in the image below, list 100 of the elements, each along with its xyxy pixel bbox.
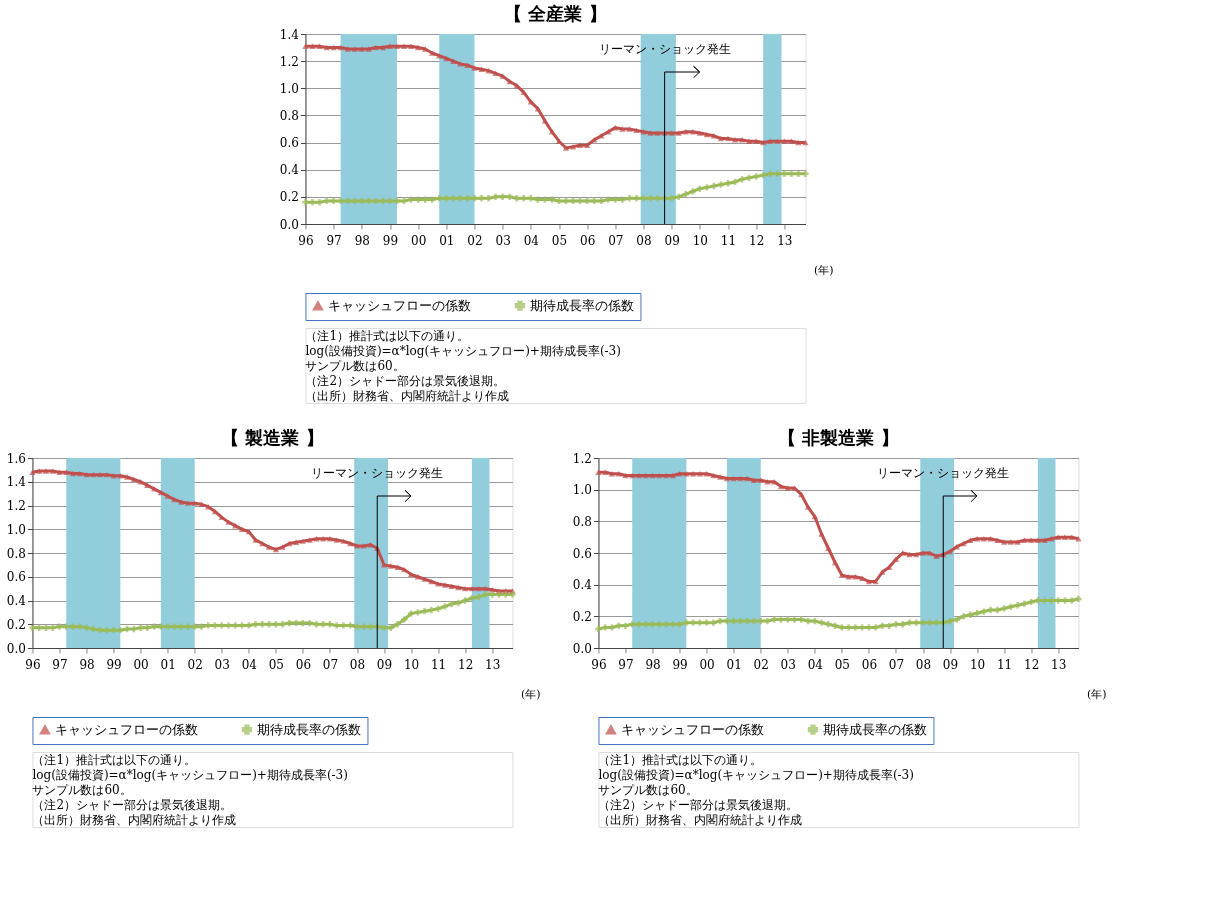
x-tick-label: 05	[834, 657, 850, 672]
text: log(設備投資)=α*log(キャッシュフロー)+期待成長率(-3)	[598, 767, 914, 782]
x-tick-label: 08	[915, 657, 932, 672]
x-tick-label: 01	[160, 657, 176, 672]
x-tick-label: 99	[672, 657, 688, 672]
y-tick-label: 1.0	[279, 81, 299, 96]
x-tick-label: 99	[382, 233, 399, 248]
y-tick-label: 0.4	[572, 578, 593, 593]
x-tick-label: 12	[1023, 657, 1040, 672]
x-tick-label: 11	[996, 657, 1013, 672]
legend-label: キャッシュフローの係数	[55, 721, 199, 737]
legend-label: キャッシュフローの係数	[328, 297, 472, 313]
y-tick-label: 1.0	[6, 522, 26, 537]
ref-line-label: リーマン・ショック発生	[877, 466, 1010, 481]
y-tick-label: 0.2	[572, 609, 592, 624]
x-tick-label: 10	[403, 657, 420, 672]
x-axis-title: (年)	[813, 263, 834, 277]
text: （注1）推計式は以下の通り。	[305, 328, 470, 343]
x-tick-label: 00	[699, 657, 715, 672]
x-tick-label: 08	[636, 233, 652, 248]
x-tick-label: 09	[664, 233, 680, 248]
x-tick-label: 00	[133, 657, 149, 672]
x-tick-label: 01	[439, 233, 455, 248]
text: （注1）推計式は以下の通り。	[32, 752, 197, 767]
y-tick-label: 1.6	[6, 451, 26, 466]
x-tick-label: 09	[942, 657, 959, 672]
text: （出所）財務省、内閣府統計より作成	[598, 812, 803, 827]
y-tick-label: 1.0	[572, 483, 592, 498]
x-tick-label: 04	[241, 657, 258, 672]
x-tick-label: 03	[780, 657, 796, 672]
x-tick-label: 97	[618, 657, 634, 672]
y-tick-label: 0.0	[6, 641, 26, 656]
y-tick-label: 0.6	[6, 570, 26, 585]
text: log(設備投資)=α*log(キャッシュフロー)+期待成長率(-3)	[32, 767, 348, 782]
text: （注2）シャドー部分は景気後退期。	[305, 373, 506, 388]
x-tick-label: 96	[591, 657, 607, 672]
x-tick-label: 96	[298, 233, 314, 248]
x-tick-label: 11	[430, 657, 447, 672]
x-tick-label: 09	[376, 657, 393, 672]
text: （出所）財務省、内閣府統計より作成	[32, 812, 237, 827]
x-tick-label: 01	[726, 657, 742, 672]
chart-title: 【 全産業 】	[504, 3, 607, 24]
text: （出所）財務省、内閣府統計より作成	[305, 388, 510, 403]
x-tick-label: 13	[485, 657, 501, 672]
x-tick-label: 05	[551, 233, 568, 248]
y-tick-label: 0.4	[279, 163, 300, 178]
text: （注2）シャドー部分は景気後退期。	[32, 797, 233, 812]
x-tick-label: 98	[354, 233, 370, 248]
text: サンプル数は60。	[598, 782, 698, 797]
x-tick-label: 05	[268, 657, 284, 672]
x-tick-label: 99	[106, 657, 122, 672]
x-axis-title: (年)	[520, 687, 541, 701]
y-tick-label: 0.0	[572, 641, 592, 656]
ref-line-label: リーマン・ショック発生	[598, 42, 731, 57]
x-axis-title: (年)	[1086, 687, 1107, 701]
x-tick-label: 03	[495, 233, 511, 248]
x-tick-label: 96	[25, 657, 41, 672]
x-tick-label: 11	[720, 233, 737, 248]
y-tick-label: 1.2	[279, 54, 299, 69]
x-tick-label: 02	[753, 657, 769, 672]
y-tick-label: 0.8	[6, 546, 26, 561]
ref-line-label: リーマン・ショック発生	[311, 466, 444, 481]
x-tick-label: 10	[969, 657, 986, 672]
text: サンプル数は60。	[32, 782, 132, 797]
x-tick-label: 10	[692, 233, 708, 248]
x-tick-label: 02	[467, 233, 483, 248]
legend-label: 期待成長率の係数	[257, 721, 362, 737]
x-tick-label: 06	[295, 657, 312, 672]
x-tick-label: 97	[52, 657, 68, 672]
text: （注1）推計式は以下の通り。	[598, 752, 763, 767]
x-tick-label: 07	[322, 657, 339, 672]
y-tick-label: 0.6	[279, 136, 299, 151]
x-tick-label: 97	[326, 233, 342, 248]
y-tick-label: 0.4	[6, 594, 27, 608]
y-tick-label: 1.2	[572, 451, 592, 466]
x-tick-label: 12	[749, 233, 765, 248]
y-tick-label: 0.6	[572, 546, 592, 561]
x-tick-label: 07	[888, 657, 905, 672]
x-tick-label: 03	[214, 657, 230, 672]
legend-label: キャッシュフローの係数	[621, 721, 765, 737]
legend-label: 期待成長率の係数	[823, 721, 928, 737]
x-tick-label: 98	[79, 657, 95, 672]
y-tick-label: 1.4	[6, 475, 27, 490]
x-tick-label: 98	[645, 657, 661, 672]
y-tick-label: 1.4	[279, 27, 300, 42]
text: log(設備投資)=α*log(キャッシュフロー)+期待成長率(-3)	[305, 343, 621, 358]
y-tick-label: 1.2	[6, 499, 26, 513]
x-tick-label: 04	[523, 233, 540, 248]
y-tick-label: 0.0	[279, 217, 299, 232]
y-tick-label: 0.8	[572, 514, 592, 529]
text: （注2）シャドー部分は景気後退期。	[598, 797, 799, 812]
chart-title: 【 非製造業 】	[778, 427, 899, 448]
x-tick-label: 04	[807, 657, 824, 672]
x-tick-label: 13	[1051, 657, 1067, 672]
x-tick-label: 00	[410, 233, 427, 248]
text: サンプル数は60。	[305, 358, 405, 373]
y-tick-label: 0.2	[6, 617, 26, 632]
x-tick-label: 12	[457, 657, 474, 672]
x-tick-label: 08	[349, 657, 366, 672]
x-tick-label: 06	[580, 233, 596, 248]
